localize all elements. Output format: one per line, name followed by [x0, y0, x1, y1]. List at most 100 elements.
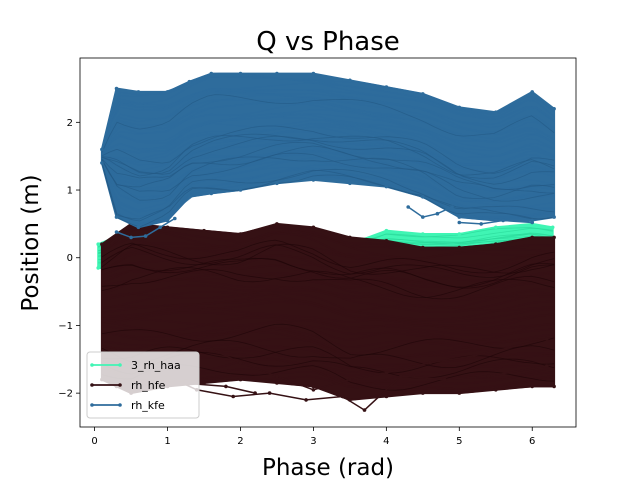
trajectory-line	[101, 226, 555, 252]
x-tick-label: 0	[91, 436, 97, 447]
trajectory-line	[101, 301, 555, 327]
trajectory-line	[101, 325, 555, 343]
data-point	[202, 228, 206, 233]
data-point	[494, 388, 498, 392]
data-point	[384, 239, 389, 243]
data-point	[545, 364, 549, 368]
trajectory-line	[101, 88, 555, 151]
data-point	[457, 105, 462, 110]
data-point	[275, 374, 279, 379]
legend-marker	[118, 383, 122, 387]
trajectory-line	[101, 284, 555, 309]
legend-label: 3_rh_haa	[131, 359, 181, 372]
legend-marker	[90, 363, 94, 367]
data-point	[96, 266, 100, 270]
data-point	[96, 242, 100, 246]
trajectory-line	[101, 91, 555, 152]
data-point	[311, 71, 316, 76]
data-point	[421, 195, 425, 199]
data-point	[530, 218, 534, 223]
trajectory-line	[101, 246, 555, 282]
series-rh_hfe	[100, 222, 556, 412]
trajectory-line	[101, 162, 555, 225]
y-tick-label: 0	[67, 253, 73, 264]
trajectory-line	[101, 94, 555, 153]
trajectory-line	[101, 231, 555, 261]
trajectory-line	[101, 269, 555, 300]
trajectory-line	[101, 244, 555, 278]
trajectory-line	[101, 306, 555, 331]
data-point	[275, 222, 279, 226]
data-point	[231, 394, 235, 399]
data-point	[457, 391, 462, 395]
data-point	[100, 242, 104, 246]
trajectory-line	[101, 81, 555, 151]
y-tick-label: −2	[58, 389, 73, 400]
data-point	[275, 381, 279, 385]
legend: 3_rh_haa rh_hfe rh_kfe	[86, 351, 200, 419]
data-point	[552, 107, 556, 111]
data-point	[406, 205, 411, 209]
data-point	[165, 90, 170, 94]
axes-frame	[79, 57, 577, 428]
trajectory-line	[101, 72, 555, 151]
trajectory-line	[101, 258, 555, 289]
y-tick-label: 2	[67, 118, 73, 129]
data-point	[421, 232, 425, 236]
data-point	[348, 235, 352, 240]
legend-marker	[90, 383, 94, 387]
data-point	[129, 235, 133, 240]
trajectory-line	[101, 339, 555, 369]
trajectory-line	[101, 112, 555, 157]
data-point	[421, 391, 425, 395]
data-point	[238, 188, 243, 192]
data-point	[114, 230, 119, 234]
trajectory-line	[101, 133, 555, 179]
data-point	[494, 110, 498, 114]
trajectory-line	[101, 135, 555, 185]
data-point	[136, 225, 141, 230]
data-point	[501, 218, 505, 223]
data-point	[486, 374, 491, 379]
trajectory-line	[101, 266, 555, 298]
data-point	[100, 147, 104, 152]
y-tick-label: −1	[58, 321, 73, 332]
data-point	[238, 232, 243, 236]
data-point	[494, 225, 498, 230]
trajectory-line	[101, 138, 555, 184]
trajectory-line	[101, 141, 555, 190]
trajectory-line	[101, 162, 555, 222]
data-point	[275, 71, 279, 76]
legend-label: rh_hfe	[131, 379, 166, 392]
data-point	[114, 215, 119, 219]
trajectory-line	[101, 242, 555, 267]
trajectory-line	[101, 125, 555, 174]
y-axis-label: Position (m)	[18, 174, 44, 311]
data-point	[311, 178, 316, 182]
data-point	[384, 394, 389, 399]
data-point	[457, 220, 462, 225]
data-point	[304, 398, 308, 402]
data-point	[494, 242, 498, 246]
data-point	[552, 384, 556, 389]
legend-marker	[90, 403, 94, 407]
series-rh_kfe	[100, 71, 556, 240]
data-point	[421, 92, 425, 96]
trajectory-line	[101, 252, 555, 282]
data-point	[173, 216, 177, 221]
data-point	[209, 71, 214, 76]
data-point	[545, 337, 549, 341]
data-point	[479, 222, 484, 226]
data-point	[136, 90, 141, 94]
trajectory-line	[101, 243, 555, 275]
data-point	[550, 225, 555, 230]
x-axis-label: Phase (rad)	[262, 455, 394, 480]
trajectory-line	[101, 239, 555, 274]
data-point	[457, 232, 462, 236]
trajectory-line	[101, 290, 555, 313]
data-point	[311, 225, 316, 230]
data-point	[457, 215, 462, 219]
data-point	[348, 78, 352, 83]
data-point	[165, 225, 170, 230]
trajectory-line	[101, 152, 555, 202]
